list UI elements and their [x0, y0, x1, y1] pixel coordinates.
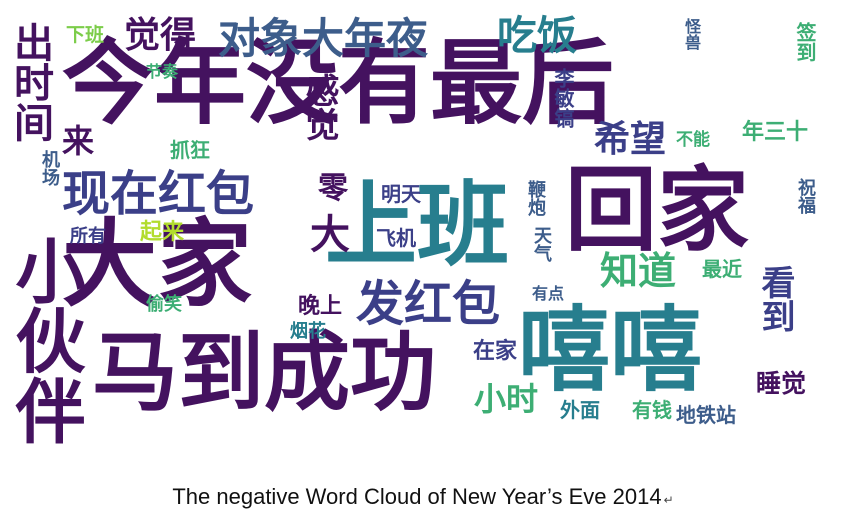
cloud-word: 现在红包: [62, 166, 255, 222]
cloud-word: 年三十: [742, 120, 809, 145]
cloud-word: 有钱: [632, 398, 672, 422]
figure-caption: The negative Word Cloud of New Year’s Ev…: [0, 484, 846, 510]
cloud-word: 晚上: [298, 294, 343, 319]
cloud-word: 有点: [532, 284, 565, 303]
cloud-word: 零: [318, 171, 348, 206]
cloud-word: 睡觉: [756, 369, 807, 398]
cloud-word: 回家: [565, 157, 750, 264]
cloud-word: 小伙伴: [4, 235, 86, 445]
cloud-word: 嘻嘻: [518, 297, 703, 404]
cloud-word: 祝福: [795, 178, 816, 214]
cloud-word: 上班: [325, 172, 510, 279]
cloud-word: 不能: [676, 130, 710, 150]
cloud-word: 感觉: [299, 73, 339, 141]
cloud-word: 所有: [70, 226, 106, 247]
cloud-word: 飞机: [376, 226, 416, 250]
cloud-word: 烟花: [290, 321, 326, 342]
cloud-word: 知道: [600, 249, 677, 293]
cloud-word: 明天: [381, 182, 421, 206]
cloud-word: 下班: [66, 24, 105, 46]
cloud-word: 抓狂: [170, 138, 210, 162]
cloud-word: 对象大年夜: [218, 14, 429, 63]
cloud-word: 看到: [755, 265, 795, 333]
cloud-word: 天气: [531, 226, 552, 262]
cloud-word: 出时间: [7, 22, 53, 142]
cloud-word: 起来: [140, 220, 185, 245]
cloud-word: 地铁站: [676, 403, 736, 427]
cloud-word: 觉得: [124, 15, 197, 56]
cloud-word: 大家: [62, 210, 253, 320]
cloud-word: 发红包: [356, 276, 501, 332]
cloud-word: 节奏: [146, 62, 179, 81]
cloud-word: 在家: [473, 339, 518, 364]
cloud-word: 外面: [560, 398, 600, 422]
cloud-word: 偷笑: [146, 294, 182, 315]
paragraph-mark: ↵: [663, 493, 674, 507]
cloud-word: 最近: [702, 257, 742, 281]
cloud-word: 机场: [39, 150, 60, 186]
cloud-word: 马到成功: [92, 323, 436, 423]
cloud-word: 希望: [594, 119, 667, 160]
caption-title: The negative Word Cloud of New Year’s Ev…: [172, 484, 662, 509]
cloud-word: 鞭炮: [525, 180, 546, 216]
cloud-word: 吃饭: [497, 13, 577, 59]
cloud-word: 李敏镐: [551, 68, 575, 128]
cloud-word: 大: [310, 212, 350, 258]
cloud-word: 签到: [793, 22, 817, 62]
cloud-word: 今年没有最后: [62, 30, 615, 137]
cloud-word: 小时: [474, 380, 539, 418]
cloud-word: 来: [62, 122, 95, 160]
cloud-word: 怪兽: [682, 18, 701, 50]
